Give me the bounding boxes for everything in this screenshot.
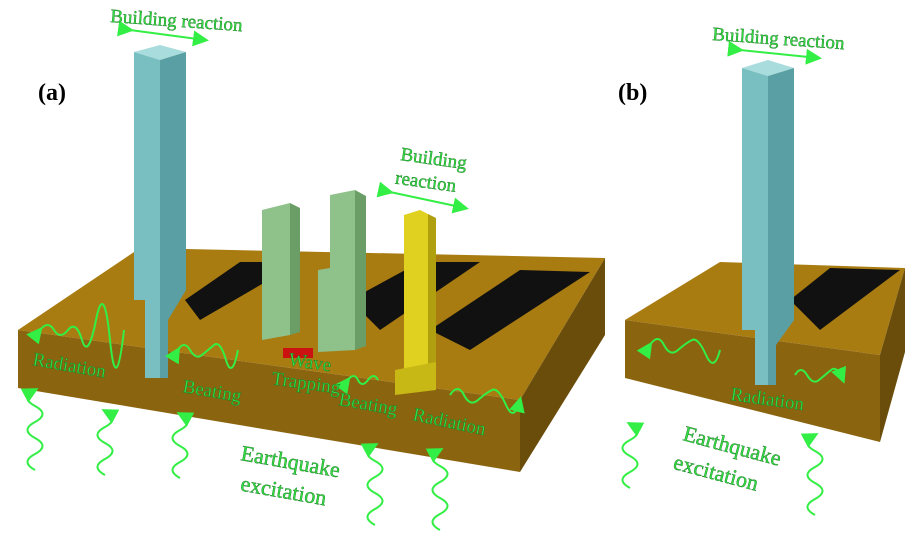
- annotation: Building reaction: [712, 24, 846, 54]
- annotation-line: reaction: [394, 168, 458, 197]
- annotation: Building reaction: [394, 144, 473, 199]
- annotation: Earthquake excitation: [234, 440, 348, 513]
- annotation: Earthquake excitation: [671, 420, 789, 501]
- reaction-arrows: [130, 30, 818, 208]
- panel-label: (b): [618, 80, 647, 106]
- panel-label: (a): [38, 80, 66, 106]
- figure: (a) (b) Building reaction Building react…: [0, 0, 909, 541]
- annotation: Building reaction: [110, 6, 244, 36]
